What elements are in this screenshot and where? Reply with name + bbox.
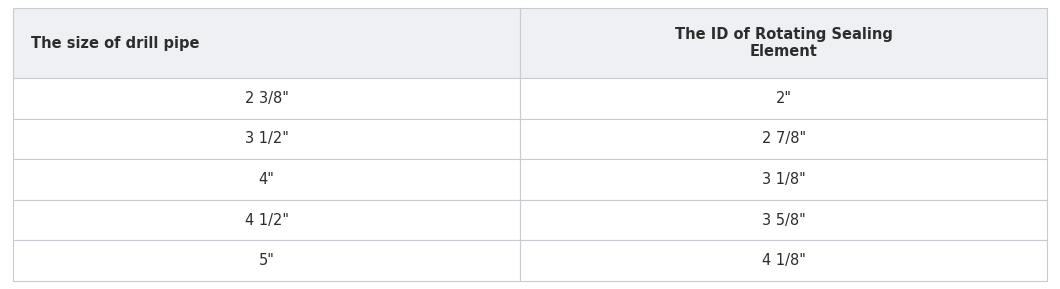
Bar bbox=[13, 8, 520, 78]
Text: 2 7/8": 2 7/8" bbox=[761, 131, 806, 147]
Bar bbox=[13, 240, 520, 281]
Bar bbox=[13, 118, 520, 159]
Bar bbox=[520, 159, 1047, 200]
Text: 5": 5" bbox=[259, 253, 275, 268]
Text: 4 1/8": 4 1/8" bbox=[762, 253, 806, 268]
Text: 2": 2" bbox=[776, 91, 792, 106]
Text: 4": 4" bbox=[259, 172, 275, 187]
Bar bbox=[13, 200, 520, 240]
Text: 2 3/8": 2 3/8" bbox=[245, 91, 288, 106]
Bar bbox=[13, 78, 520, 118]
Text: The ID of Rotating Sealing
Element: The ID of Rotating Sealing Element bbox=[675, 27, 893, 59]
Text: The size of drill pipe: The size of drill pipe bbox=[31, 36, 199, 51]
Bar bbox=[13, 159, 520, 200]
Bar bbox=[520, 240, 1047, 281]
Bar bbox=[520, 118, 1047, 159]
Text: 3 5/8": 3 5/8" bbox=[762, 213, 806, 228]
Text: 3 1/8": 3 1/8" bbox=[762, 172, 806, 187]
Bar bbox=[520, 8, 1047, 78]
Text: 4 1/2": 4 1/2" bbox=[245, 213, 288, 228]
Bar bbox=[520, 78, 1047, 118]
Bar bbox=[520, 200, 1047, 240]
Text: 3 1/2": 3 1/2" bbox=[245, 131, 288, 147]
